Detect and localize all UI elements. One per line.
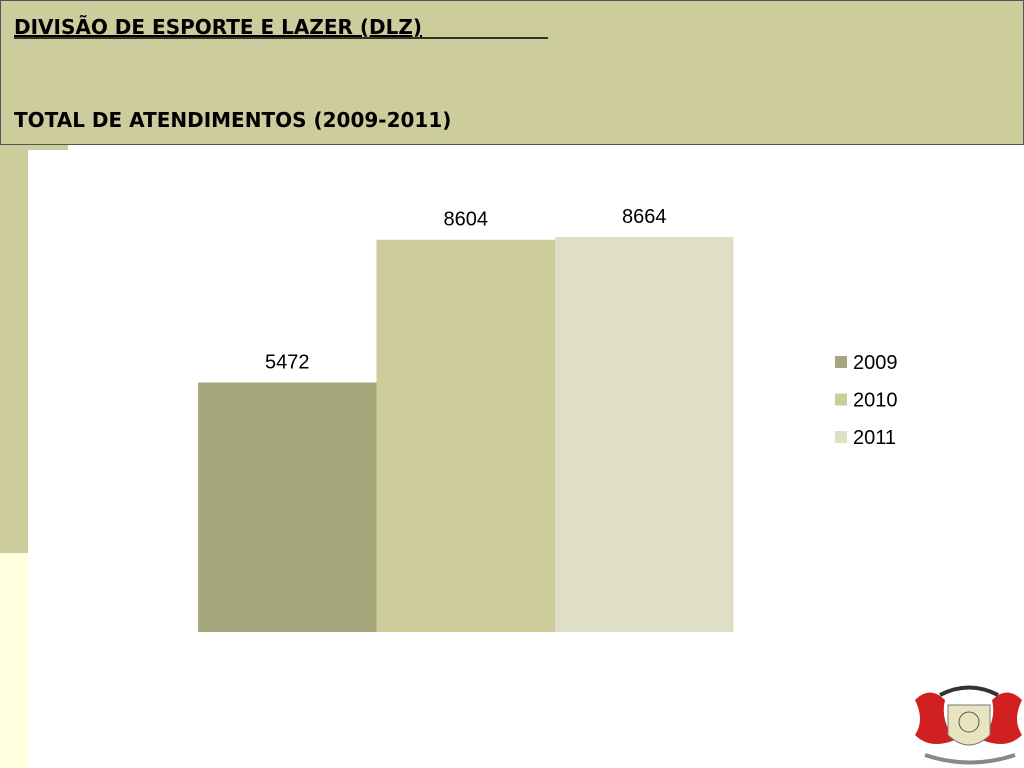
side-stripe [0, 145, 28, 553]
data-label: 8604 [444, 209, 489, 231]
legend-swatch [835, 356, 847, 368]
header [0, 0, 1024, 145]
chart-subtitle: TOTAL DE ATENDIMENTOS (2009-2011) [14, 108, 451, 132]
legend-label: 2010 [853, 390, 898, 412]
legend-swatch [835, 393, 847, 406]
legend-swatch [835, 431, 847, 443]
logo [915, 685, 1022, 765]
legend-label: 2011 [853, 427, 896, 449]
data-label: 8664 [622, 206, 667, 228]
stripe-tab [28, 145, 68, 150]
bar [198, 382, 377, 632]
side-stripe-light [0, 553, 28, 768]
bar [376, 239, 555, 632]
data-label: 5472 [265, 352, 310, 374]
bar [555, 237, 734, 632]
chart-title: DIVISÃO DE ESPORTE E LAZER (DLZ) [14, 15, 422, 39]
legend-label: 2009 [853, 352, 898, 374]
